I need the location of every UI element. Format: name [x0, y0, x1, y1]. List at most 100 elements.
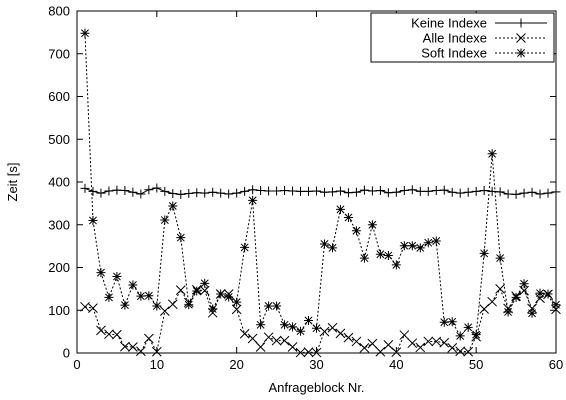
data-point	[439, 317, 449, 327]
data-point	[327, 243, 337, 253]
data-point	[256, 186, 266, 196]
data-point	[176, 233, 186, 243]
data-point	[335, 186, 345, 196]
data-point	[239, 328, 250, 339]
series-line-soft-indexe	[84, 33, 557, 337]
data-point	[351, 226, 361, 236]
data-point	[159, 306, 170, 316]
data-point	[303, 347, 314, 357]
data-point	[199, 285, 210, 296]
data-point	[280, 320, 290, 330]
data-point	[471, 186, 481, 196]
x-tick-label: 10	[150, 357, 164, 372]
data-point	[175, 285, 186, 296]
x-tick-label: 20	[229, 357, 243, 372]
y-tick-label: 300	[48, 217, 70, 232]
data-point	[439, 185, 449, 195]
data-point	[247, 333, 258, 344]
data-point	[120, 186, 130, 196]
y-tick-label: 0	[63, 346, 70, 361]
data-point	[487, 149, 497, 159]
data-point	[543, 188, 553, 198]
y-axis-ticks: 0 100 200 300 400 500 600 700 800	[48, 4, 556, 361]
y-tick-label: 700	[48, 46, 70, 61]
data-point	[447, 187, 457, 197]
data-point	[104, 292, 114, 302]
data-point	[288, 322, 298, 332]
series-soft-indexe	[80, 28, 561, 341]
data-point	[312, 186, 321, 196]
data-point	[367, 186, 377, 196]
data-point	[359, 185, 369, 195]
data-point	[168, 201, 178, 211]
data-point	[423, 186, 433, 196]
data-point	[503, 189, 513, 199]
data-point	[279, 335, 290, 346]
data-point	[351, 336, 362, 347]
data-point	[455, 188, 465, 198]
data-point	[232, 297, 242, 307]
data-point	[160, 186, 170, 196]
data-point	[208, 304, 218, 314]
x-tick-label: 0	[73, 357, 80, 372]
data-point	[224, 189, 234, 199]
data-point	[232, 188, 242, 198]
data-point	[527, 308, 537, 318]
data-point	[423, 238, 433, 248]
data-point	[447, 343, 458, 353]
data-point	[359, 343, 370, 353]
data-point	[216, 289, 226, 299]
data-point	[319, 326, 330, 337]
data-point	[479, 248, 489, 258]
data-point	[136, 189, 146, 199]
y-tick-label: 100	[48, 303, 70, 318]
series-keine-indexe	[80, 183, 561, 199]
data-point	[80, 28, 90, 38]
data-point	[152, 301, 162, 311]
data-point	[104, 329, 114, 340]
legend-marker	[516, 33, 526, 43]
data-point	[535, 288, 545, 298]
data-point	[112, 329, 122, 340]
data-point	[256, 320, 266, 330]
data-point	[160, 215, 170, 225]
data-point	[495, 187, 505, 197]
data-point	[263, 332, 274, 343]
data-point	[479, 186, 489, 196]
data-point	[272, 301, 282, 311]
series-line-alle-indexe	[84, 287, 557, 354]
data-point	[231, 304, 242, 315]
data-point	[96, 268, 106, 278]
data-point	[327, 322, 338, 333]
data-point	[391, 347, 402, 357]
legend-marker	[516, 48, 526, 58]
data-point	[375, 346, 386, 357]
data-point	[391, 187, 401, 197]
plot-frame	[76, 10, 557, 354]
data-point	[455, 331, 465, 341]
data-point	[96, 325, 106, 336]
data-point	[319, 187, 329, 197]
legend-marker	[516, 18, 526, 28]
data-point	[288, 186, 298, 196]
data-point	[112, 271, 122, 281]
data-point	[519, 188, 529, 198]
data-point	[151, 346, 162, 357]
data-point	[343, 212, 353, 222]
data-point	[367, 220, 377, 230]
data-point	[144, 291, 154, 301]
data-point	[176, 189, 186, 199]
data-point	[335, 204, 345, 214]
data-point	[136, 346, 146, 357]
data-point	[96, 188, 106, 198]
data-point	[479, 304, 490, 314]
data-point	[88, 186, 98, 196]
data-point	[399, 330, 410, 340]
x-tick-label: 50	[469, 357, 483, 372]
data-point	[248, 195, 258, 205]
data-point	[192, 286, 202, 296]
data-point	[367, 338, 378, 349]
data-point	[407, 338, 418, 349]
data-point	[327, 187, 337, 197]
data-point	[439, 337, 450, 348]
